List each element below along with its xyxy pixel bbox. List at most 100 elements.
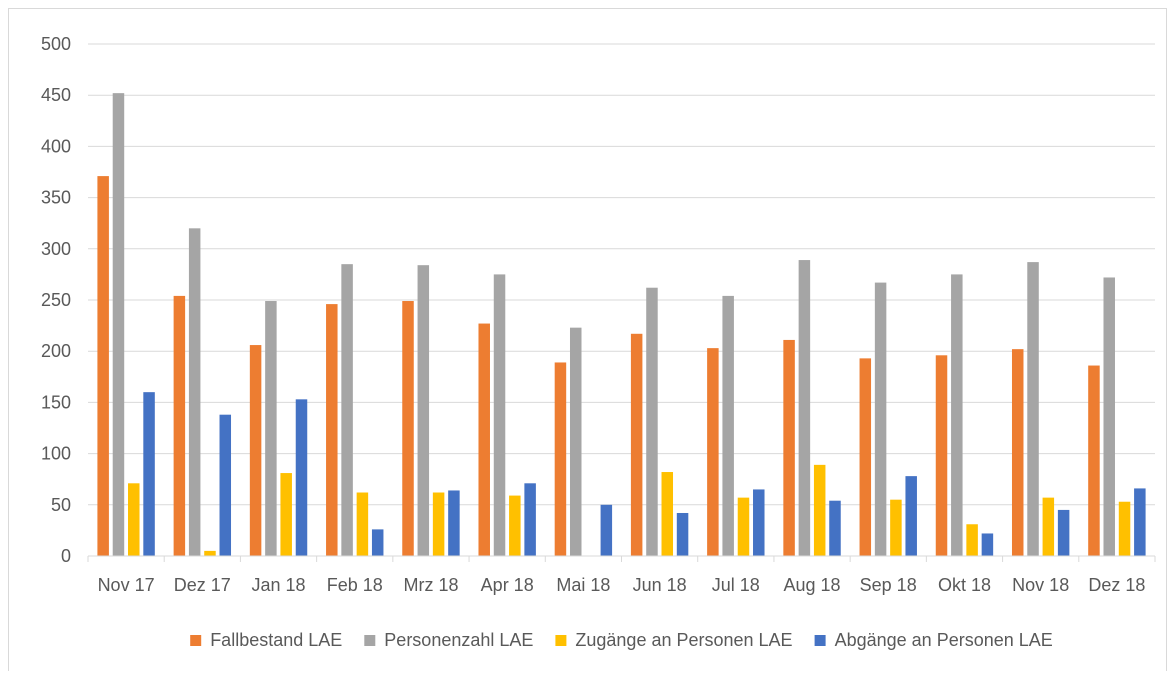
bar-2-10 <box>798 260 811 556</box>
bar-2-13 <box>1027 262 1039 556</box>
bar-1-7 <box>554 362 567 556</box>
x-axis <box>87 555 1156 562</box>
bar-4-10 <box>829 500 841 556</box>
bar-2-12 <box>951 274 963 556</box>
legend-swatch <box>364 635 376 646</box>
bar-2-8 <box>646 287 658 556</box>
bar-4-2 <box>219 414 232 556</box>
bar-4-13 <box>1057 509 1070 556</box>
legend-swatch <box>555 635 567 646</box>
y-tick-label: 250 <box>41 290 71 310</box>
bar-3-5 <box>432 492 445 556</box>
bar-2-4 <box>341 264 353 556</box>
y-axis-ticks: 0 50 100 150 200 250 300 350 400 450 500 <box>41 34 71 566</box>
bar-1-4 <box>326 304 338 556</box>
bar-1-6 <box>478 323 490 556</box>
bar-1-10 <box>783 339 795 556</box>
bar-2-6 <box>493 274 506 556</box>
legend: Fallbestand LAE Personenzahl LAE Zugänge a… <box>190 630 1053 650</box>
legend-item: Fallbestand LAE <box>190 630 342 650</box>
bar-2-2 <box>188 228 201 556</box>
x-tick-label: Nov 17 <box>98 575 155 595</box>
legend-item: Abgänge an Personen LAE <box>814 630 1053 650</box>
bar-3-4 <box>356 492 369 556</box>
x-tick-label: Jan 18 <box>251 575 305 595</box>
bar-2-3 <box>265 301 277 556</box>
bar-2-14 <box>1103 277 1115 556</box>
y-tick-label: 400 <box>41 136 71 156</box>
bar-3-1 <box>128 483 140 556</box>
bar-4-11 <box>905 476 917 556</box>
bar-1-2 <box>173 295 186 556</box>
bar-2-9 <box>722 295 734 556</box>
y-tick-label: 200 <box>41 341 71 361</box>
x-tick-label: Sep 18 <box>860 575 917 595</box>
bar-4-8 <box>676 512 689 556</box>
bar-4-5 <box>448 490 460 556</box>
bar-4-1 <box>143 392 155 556</box>
legend-label: Zugänge an Personen LAE <box>575 630 792 650</box>
bar-2-7 <box>569 327 582 556</box>
bar-2-1 <box>112 93 125 557</box>
legend-label: Fallbestand LAE <box>210 630 342 650</box>
x-tick-label: Mrz 18 <box>403 575 458 595</box>
bar-1-5 <box>402 301 414 556</box>
bar-4-6 <box>524 483 536 556</box>
bar-1-11 <box>859 358 872 556</box>
bar-2-11 <box>874 282 887 556</box>
y-tick-label: 50 <box>51 495 71 515</box>
bar-1-13 <box>1011 349 1024 556</box>
bar-1-3 <box>249 345 262 556</box>
bar-3-10 <box>813 464 826 556</box>
bar-1-12 <box>935 355 948 556</box>
bar-4-14 <box>1134 488 1146 556</box>
x-tick-label: Jun 18 <box>633 575 687 595</box>
x-tick-label: Nov 18 <box>1012 575 1069 595</box>
bar-3-13 <box>1042 497 1055 556</box>
bar-1-8 <box>630 333 643 556</box>
bar-4-9 <box>753 489 765 556</box>
x-tick-label: Okt 18 <box>938 575 991 595</box>
y-tick-label: 500 <box>41 34 71 54</box>
bar-1-1 <box>97 176 109 556</box>
bar-3-6 <box>509 495 521 556</box>
y-tick-label: 100 <box>41 444 71 464</box>
bar-3-9 <box>737 497 750 556</box>
bar-4-4 <box>371 529 384 556</box>
bar-1-9 <box>707 348 719 556</box>
legend-swatch <box>190 635 202 646</box>
x-tick-label: Dez 18 <box>1088 575 1145 595</box>
bar-3-8 <box>661 472 674 556</box>
legend-item: Personenzahl LAE <box>364 630 533 650</box>
y-tick-label: 350 <box>41 188 71 208</box>
legend-item: Zugänge an Personen LAE <box>555 630 793 650</box>
y-tick-label: 0 <box>61 546 71 566</box>
legend-label: Personenzahl LAE <box>384 630 533 650</box>
y-tick-label: 300 <box>41 239 71 259</box>
bar-1-14 <box>1088 365 1100 556</box>
bar-3-12 <box>966 524 978 556</box>
y-tick-label: 450 <box>41 85 71 105</box>
gridlines <box>88 43 1155 506</box>
x-axis-ticks: Nov 17 Dez 17 Jan 18 Feb 18 Mrz 18 Apr 18 Mai … <box>98 575 1146 595</box>
bar-3-2 <box>204 550 216 556</box>
bars <box>97 93 1146 557</box>
x-tick-label: Jul 18 <box>712 575 760 595</box>
bar-4-7 <box>600 504 613 556</box>
bar-3-11 <box>890 499 902 556</box>
bar-3-3 <box>280 473 292 556</box>
x-tick-label: Apr 18 <box>481 575 534 595</box>
x-tick-label: Dez 17 <box>174 575 231 595</box>
bar-4-12 <box>981 533 994 556</box>
y-tick-label: 150 <box>41 392 71 412</box>
bar-4-3 <box>295 399 308 556</box>
x-tick-label: Aug 18 <box>783 575 840 595</box>
x-tick-label: Feb 18 <box>327 575 383 595</box>
x-tick-label: Mai 18 <box>556 575 610 595</box>
bar-2-5 <box>417 265 430 556</box>
bar-3-14 <box>1118 501 1131 556</box>
legend-swatch <box>814 635 826 646</box>
chart-frame <box>8 8 1167 671</box>
legend-label: Abgänge an Personen LAE <box>835 630 1053 650</box>
